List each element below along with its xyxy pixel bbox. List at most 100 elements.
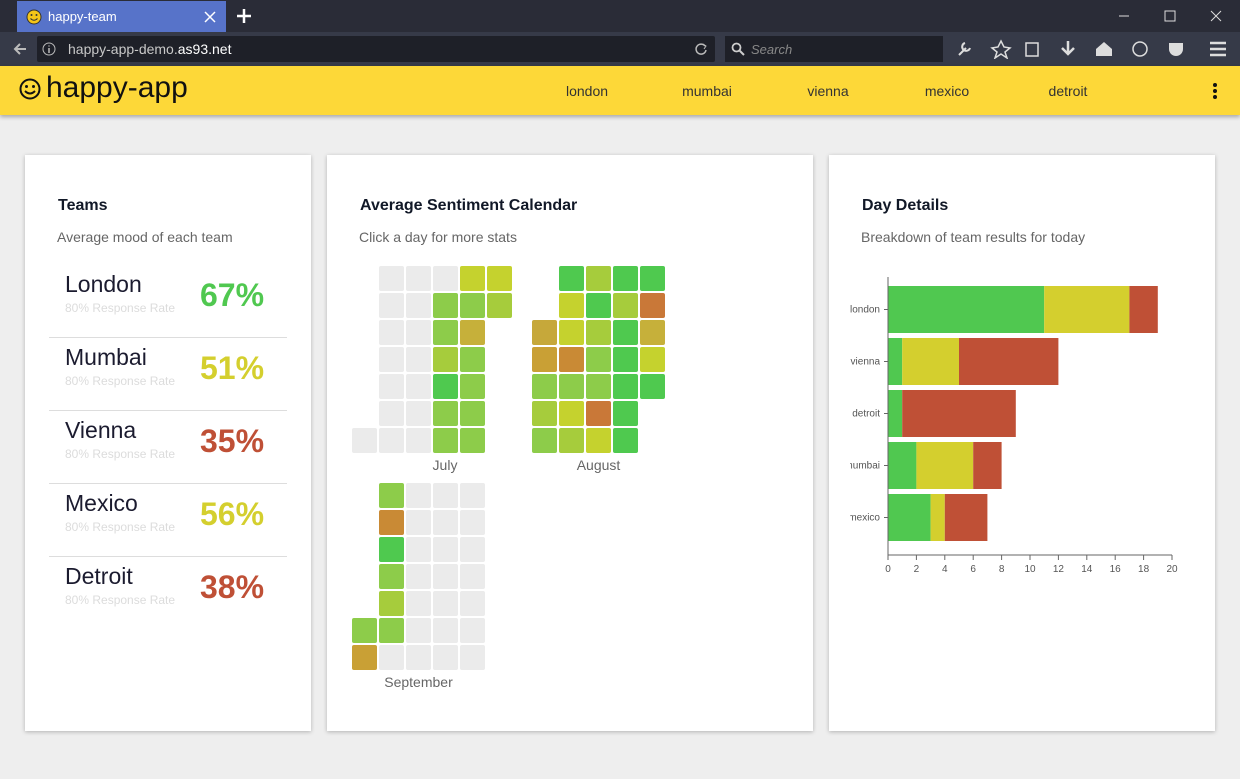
day-cell[interactable]	[460, 374, 485, 399]
day-cell[interactable]	[406, 510, 431, 535]
day-cell[interactable]	[406, 374, 431, 399]
day-cell[interactable]	[352, 618, 377, 643]
day-cell[interactable]	[433, 510, 458, 535]
day-cell[interactable]	[460, 266, 485, 291]
day-cell[interactable]	[586, 347, 611, 372]
day-cell[interactable]	[559, 293, 584, 318]
day-cell[interactable]	[406, 401, 431, 426]
day-cell[interactable]	[532, 374, 557, 399]
day-cell[interactable]	[379, 483, 404, 508]
day-cell[interactable]	[379, 401, 404, 426]
day-cell[interactable]	[613, 320, 638, 345]
day-cell[interactable]	[586, 374, 611, 399]
day-cell[interactable]	[406, 564, 431, 589]
day-cell[interactable]	[406, 537, 431, 562]
day-cell[interactable]	[487, 266, 512, 291]
day-cell[interactable]	[460, 618, 485, 643]
day-cell[interactable]	[433, 266, 458, 291]
day-cell[interactable]	[406, 483, 431, 508]
day-cell[interactable]	[532, 401, 557, 426]
nav-link[interactable]: vienna	[807, 83, 849, 99]
day-cell[interactable]	[379, 591, 404, 616]
tab[interactable]: happy-team	[17, 1, 226, 32]
day-cell[interactable]	[460, 401, 485, 426]
day-cell[interactable]	[460, 645, 485, 670]
day-cell[interactable]	[559, 428, 584, 453]
nav-link[interactable]: mumbai	[682, 83, 732, 99]
day-cell[interactable]	[406, 266, 431, 291]
search-box[interactable]: Search	[725, 36, 943, 62]
day-cell[interactable]	[532, 428, 557, 453]
day-cell[interactable]	[640, 347, 665, 372]
day-cell[interactable]	[460, 347, 485, 372]
day-cell[interactable]	[586, 401, 611, 426]
day-cell[interactable]	[460, 428, 485, 453]
day-cell[interactable]	[433, 428, 458, 453]
window-controls[interactable]	[1110, 0, 1240, 32]
menu[interactable]	[1211, 82, 1219, 102]
day-cell[interactable]	[433, 591, 458, 616]
url-bar[interactable]: happy-app-demo.as93.net	[37, 36, 715, 62]
day-cell[interactable]	[613, 293, 638, 318]
day-cell[interactable]	[352, 428, 377, 453]
day-cell[interactable]	[613, 347, 638, 372]
toolbar-icons[interactable]	[955, 39, 1235, 59]
day-cell[interactable]	[379, 347, 404, 372]
day-cell[interactable]	[559, 401, 584, 426]
day-cell[interactable]	[406, 293, 431, 318]
day-cell[interactable]	[406, 618, 431, 643]
day-cell[interactable]	[379, 510, 404, 535]
day-cell[interactable]	[379, 293, 404, 318]
day-cell[interactable]	[379, 564, 404, 589]
day-cell[interactable]	[613, 266, 638, 291]
day-cell[interactable]	[433, 320, 458, 345]
day-cell[interactable]	[460, 591, 485, 616]
day-cell[interactable]	[613, 428, 638, 453]
day-cell[interactable]	[460, 320, 485, 345]
day-cell[interactable]	[433, 293, 458, 318]
day-cell[interactable]	[460, 564, 485, 589]
day-cell[interactable]	[352, 645, 377, 670]
day-cell[interactable]	[406, 347, 431, 372]
day-cell[interactable]	[406, 645, 431, 670]
day-cell[interactable]	[433, 401, 458, 426]
new-tab[interactable]	[236, 8, 252, 24]
day-cell[interactable]	[379, 320, 404, 345]
day-cell[interactable]	[379, 266, 404, 291]
day-cell[interactable]	[532, 347, 557, 372]
day-cell[interactable]	[379, 428, 404, 453]
nav-link[interactable]: detroit	[1048, 83, 1088, 99]
day-cell[interactable]	[640, 293, 665, 318]
day-cell[interactable]	[586, 293, 611, 318]
day-cell[interactable]	[586, 428, 611, 453]
day-cell[interactable]	[640, 320, 665, 345]
tab-close[interactable]	[203, 10, 217, 24]
day-cell[interactable]	[559, 347, 584, 372]
day-cell[interactable]	[379, 537, 404, 562]
day-cell[interactable]	[613, 401, 638, 426]
day-cell[interactable]	[433, 537, 458, 562]
day-cell[interactable]	[487, 293, 512, 318]
day-cell[interactable]	[613, 374, 638, 399]
nav-link[interactable]: mexico	[924, 83, 970, 99]
day-cell[interactable]	[460, 483, 485, 508]
day-cell[interactable]	[433, 564, 458, 589]
day-cell[interactable]	[586, 266, 611, 291]
day-cell[interactable]	[532, 320, 557, 345]
day-cell[interactable]	[433, 618, 458, 643]
day-cell[interactable]	[559, 374, 584, 399]
day-cell[interactable]	[406, 320, 431, 345]
nav-link[interactable]: london	[565, 83, 609, 99]
day-cell[interactable]	[586, 320, 611, 345]
day-cell[interactable]	[640, 266, 665, 291]
day-cell[interactable]	[433, 374, 458, 399]
day-cell[interactable]	[433, 483, 458, 508]
day-cell[interactable]	[460, 510, 485, 535]
day-cell[interactable]	[433, 347, 458, 372]
day-cell[interactable]	[559, 266, 584, 291]
day-cell[interactable]	[379, 645, 404, 670]
day-cell[interactable]	[379, 618, 404, 643]
reload[interactable]	[694, 42, 708, 56]
day-cell[interactable]	[559, 320, 584, 345]
day-cell[interactable]	[640, 374, 665, 399]
